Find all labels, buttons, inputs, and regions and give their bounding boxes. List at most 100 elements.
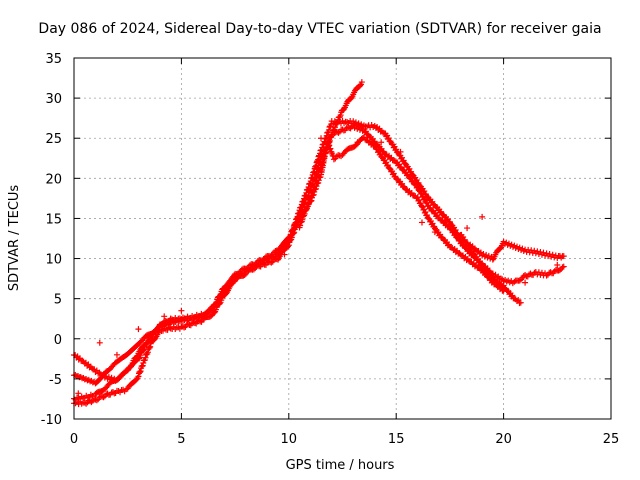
series-0 (71, 134, 507, 408)
data-point (331, 124, 338, 131)
x-tick-label: 25 (603, 432, 620, 447)
data-point (547, 269, 554, 276)
data-point (72, 372, 79, 378)
data-point (268, 259, 275, 266)
data-point (330, 156, 337, 163)
x-tick-label: 15 (388, 432, 405, 447)
data-point (167, 315, 174, 322)
series-5 (457, 231, 524, 307)
data-point (269, 254, 276, 261)
data-point (318, 135, 325, 142)
y-tick-label: 30 (45, 92, 62, 107)
data-point (461, 236, 468, 243)
data-point (333, 120, 340, 127)
data-point (161, 313, 168, 320)
y-axis-label: SDTVAR / TECUs (7, 185, 22, 292)
data-point (559, 264, 566, 271)
y-tick-label: 15 (45, 212, 62, 227)
data-point (83, 400, 90, 407)
y-tick-label: 10 (45, 253, 62, 268)
data-point (480, 250, 487, 257)
data-point (464, 225, 471, 232)
x-tick-label: 20 (495, 432, 512, 447)
data-point (135, 326, 142, 333)
data-point (77, 373, 84, 380)
data-point (249, 263, 256, 270)
y-tick-label: -10 (41, 413, 62, 428)
x-tick-label: 0 (70, 432, 78, 447)
data-point (108, 374, 115, 381)
data-point (442, 217, 449, 224)
data-point (104, 390, 111, 397)
data-point (511, 278, 518, 285)
data-point (429, 220, 436, 227)
data-point (105, 373, 112, 380)
data-point (551, 268, 558, 275)
data-point (517, 299, 524, 306)
data-point (357, 82, 364, 89)
data-point (422, 208, 429, 215)
x-axis-label: GPS time / hours (286, 458, 395, 473)
axis-ticks: 0 5 10 15 20 25 -10 -5 0 5 10 15 20 25 30 35 (41, 52, 620, 447)
data-point (339, 126, 346, 133)
data-point (385, 135, 392, 142)
data-point (100, 394, 107, 401)
y-tick-label: 20 (45, 172, 62, 187)
data-point (93, 397, 100, 404)
data-point (543, 272, 550, 279)
chart-title: Day 086 of 2024, Sidereal Day-to-day VTE… (38, 21, 601, 37)
data-point (393, 146, 400, 153)
x-tick-label: 5 (177, 432, 185, 447)
y-tick-label: 25 (45, 132, 62, 147)
data-point (128, 363, 135, 370)
data-point (489, 255, 496, 262)
data-point (75, 372, 82, 379)
data-point (330, 127, 337, 134)
data-point (431, 201, 438, 208)
data-point (334, 119, 341, 126)
data-point (400, 157, 407, 164)
data-point (378, 139, 385, 146)
data-point (358, 79, 365, 86)
data-point (75, 390, 82, 397)
data-point (80, 374, 87, 381)
data-point (418, 219, 425, 226)
data-point (560, 263, 567, 270)
data-point (337, 112, 344, 119)
data-point (522, 279, 529, 286)
data-point (238, 270, 245, 277)
data-point (335, 129, 342, 136)
x-tick-label: 10 (281, 432, 298, 447)
plot-frame (73, 57, 612, 420)
data-point (516, 277, 523, 284)
y-tick-label: 0 (54, 333, 62, 348)
data-point (479, 213, 486, 220)
data-point (281, 251, 288, 258)
data-point (328, 131, 335, 138)
data-point (421, 188, 428, 195)
data-point (254, 262, 261, 269)
y-tick-label: 35 (45, 52, 62, 67)
data-point (560, 253, 567, 260)
data-point (397, 148, 404, 155)
data-point (394, 149, 401, 156)
data-point (215, 298, 222, 305)
y-tick-label: -5 (49, 373, 62, 388)
data-point (483, 251, 490, 258)
data-point (181, 324, 188, 331)
data-point (554, 261, 561, 268)
y-tick-label: 5 (54, 293, 62, 308)
data-point (109, 389, 116, 396)
data-point (499, 276, 506, 283)
data-point (83, 375, 90, 382)
grid (74, 58, 611, 419)
series-3 (71, 315, 174, 387)
data-points (71, 79, 567, 408)
data-point (527, 270, 534, 277)
data-point (354, 139, 361, 146)
data-point (485, 252, 492, 259)
data-point (178, 307, 185, 314)
series-2 (71, 117, 567, 384)
